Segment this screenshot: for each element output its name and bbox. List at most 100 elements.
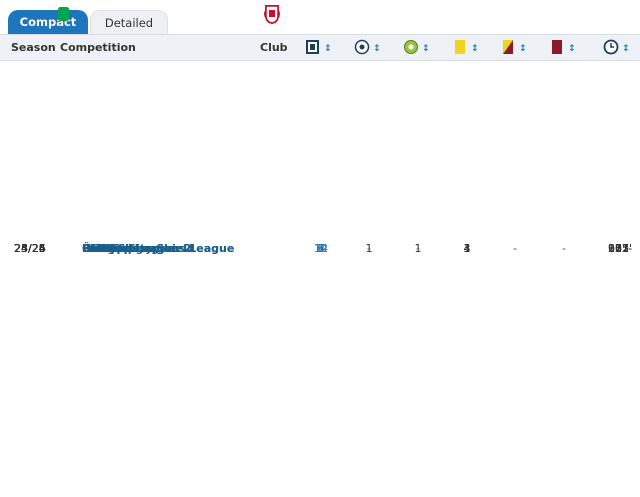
stat: - [367,242,371,255]
season: 25/26 [14,242,46,255]
stat: - [562,242,566,255]
competition[interactable]: ÖFB-Cup [82,242,136,255]
stat: - [416,242,420,255]
stat: - [367,242,371,255]
stat: - [513,242,517,255]
minutes: - [628,242,632,255]
stat: - [465,242,469,255]
stat: - [367,242,371,255]
appearances: 14 [314,242,328,255]
season: 23/24 [14,242,46,255]
icon-second-yellow[interactable]: ↕ [500,39,530,55]
stat: - [367,242,371,255]
competition[interactable]: UEFA Champions League [82,242,235,255]
stat: - [416,242,420,255]
minutes: - [628,242,632,255]
svg-text:↕: ↕ [324,44,332,54]
table-header: Season Competition Club ↕ ↕ ↕ ↕ ↕ ↕ ↕ [0,34,640,61]
season: 24/25 [14,242,46,255]
stat: - [416,242,420,255]
stat: 3 [463,242,471,255]
stat: - [367,242,371,255]
svg-text:↕: ↕ [568,44,576,54]
competition[interactable]: UEFA Champions League [82,242,235,255]
icon-appearances[interactable]: ↕ [305,39,335,55]
icon-goals[interactable]: ↕ [354,39,384,55]
competition[interactable]: Bundesliga [82,242,151,255]
minutes: 81' [614,242,632,255]
icon-yellow-card[interactable]: ↕ [452,39,482,55]
stat: - [562,242,566,255]
season: 25/26 [14,242,46,255]
competition[interactable]: EFL Cup [82,242,132,255]
competition[interactable]: FA Cup [82,242,125,255]
appearances: - [319,242,323,255]
season: 24/25 [14,242,46,255]
stat: - [513,242,517,255]
svg-text:↕: ↕ [471,44,479,54]
minutes: - [628,242,632,255]
appearances: - [319,242,323,255]
stat: - [562,242,566,255]
appearances: - [319,242,323,255]
minutes: - [628,242,632,255]
stat: - [513,242,517,255]
icon-minutes[interactable]: ↕ [603,39,633,55]
stat: 1 [365,242,373,255]
icon-assists[interactable]: ↕ [403,39,433,55]
icon-red-card[interactable]: ↕ [549,39,579,55]
stat: - [416,242,420,255]
stat: - [367,242,371,255]
tab-compact[interactable]: Compact [8,10,88,34]
competition[interactable]: EFL Cup [82,242,132,255]
competition[interactable]: Premier League [82,242,180,255]
competition[interactable]: Premier League [82,242,180,255]
stat: 1 [414,242,422,255]
club-logo[interactable] [264,4,280,24]
stat: - [465,242,469,255]
stat: - [416,242,420,255]
stat: - [513,242,517,255]
minutes: 61' [614,242,632,255]
minutes: - [628,242,632,255]
svg-text:↕: ↕ [519,44,527,54]
stat: - [562,242,566,255]
competition[interactable]: Europa League [82,242,175,255]
minutes: - [628,242,632,255]
stat: - [562,242,566,255]
stat: - [562,242,566,255]
competition[interactable]: Premier League 2 [82,242,192,255]
stat: - [513,242,517,255]
appearances: 1 [317,242,325,255]
header-competition[interactable]: Competition [60,41,136,54]
season: 24/25 [14,242,46,255]
stat: - [513,242,517,255]
header-club: Club [260,41,288,54]
appearances: - [319,242,323,255]
competition[interactable]: Community Shield [82,242,195,255]
season: 25/26 [14,242,46,255]
stat: - [416,242,420,255]
stat: - [416,242,420,255]
stat: - [513,242,517,255]
competition[interactable]: FA Cup [82,242,125,255]
appearances: - [319,242,323,255]
tab-detailed[interactable]: Detailed [90,10,168,35]
season: 23/24 [14,242,46,255]
stat: 4 [463,242,471,255]
stat: - [367,242,371,255]
appearances: 3 [317,242,325,255]
appearances: 1 [317,242,325,255]
competition[interactable]: Premier League [82,242,180,255]
season: 24/25 [14,242,46,255]
season: 25/26 [14,242,46,255]
appearances: - [319,242,323,255]
minutes: 25' [614,242,632,255]
minutes: 975' [607,242,632,255]
stat: - [367,242,371,255]
stat: - [416,242,420,255]
svg-text:↕: ↕ [422,44,430,54]
competition[interactable]: LaLiga [82,242,123,255]
header-season[interactable]: Season [11,41,56,54]
stat: - [367,242,371,255]
